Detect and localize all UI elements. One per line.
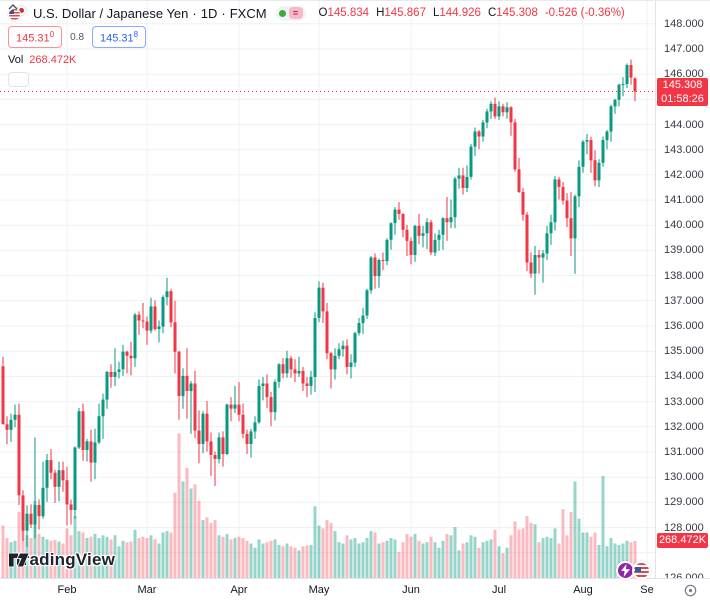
price-axis-label: 136.000 — [664, 320, 704, 332]
price-axis-label: 138.000 — [664, 269, 704, 282]
close-label: C — [487, 7, 497, 19]
price-axis-label: 143.000 — [664, 143, 704, 156]
time-axis-label: Jul — [491, 584, 507, 596]
title-separator: · — [221, 5, 226, 21]
tradingview-logo-text: TradingView — [13, 550, 116, 569]
price-axis-label: 135.000 — [664, 345, 704, 358]
price-axis-label: 133.000 — [664, 395, 704, 408]
price-axis-label: 131.000 — [664, 446, 704, 458]
time-axis-label: Aug — [573, 584, 593, 596]
high-label: H — [376, 7, 385, 19]
price-axis-label: 140.000 — [664, 219, 704, 232]
price-axis-label: 129.000 — [664, 496, 704, 509]
volume-label: Vol — [8, 54, 24, 66]
price-axis-label: 128.000 — [664, 521, 704, 534]
low-value: 144.926 — [439, 7, 481, 19]
open-value: 145.834 — [327, 7, 370, 19]
last-price-badge: 145.308 01:58:26 — [657, 77, 708, 106]
price-axis-label: 148.000 — [664, 17, 704, 30]
volume-value: 268.472K — [29, 54, 77, 66]
chevron-up-icon — [8, 4, 18, 10]
time-axis-label: Apr — [230, 584, 248, 596]
price-axis-label: 147.000 — [664, 42, 704, 55]
price-axis-label: 141.000 — [664, 194, 704, 207]
buy-ask-button[interactable]: 145.318 — [92, 25, 147, 49]
equals-badge-icon: = — [288, 7, 303, 19]
close-value: 145.308 — [496, 7, 538, 19]
open-label: O — [318, 7, 328, 19]
volume-readout: Vol 268.472K — [8, 53, 625, 67]
price-axis-label: 132.000 — [664, 420, 704, 433]
symbol-name: U.S. Dollar / Japanese Yen — [33, 5, 189, 21]
price-axis-label: 137.000 — [664, 294, 704, 307]
axis-settings-icon[interactable] — [683, 583, 698, 598]
candlestick-chart[interactable] — [0, 1, 655, 578]
time-axis-label: Jun — [402, 584, 420, 596]
bid-price-sup: 0 — [49, 29, 55, 39]
ask-price: 145.31 — [100, 32, 134, 45]
spread-value: 0.8 — [70, 31, 85, 43]
high-value: 145.867 — [384, 7, 426, 19]
time-axis-label: Mar — [137, 584, 157, 596]
price-axis-label: 142.000 — [664, 168, 704, 181]
collapse-legend-button[interactable] — [8, 4, 29, 87]
time-axis[interactable]: Feb Mar Apr May Jun Jul Aug Se — [0, 578, 710, 600]
price-pane[interactable]: U.S. Dollar / Japanese Yen · 1D · FXCM = O14… — [0, 1, 655, 578]
symbol-title[interactable]: U.S. Dollar / Japanese Yen · 1D · FXCM — [33, 6, 267, 21]
bolt-glyph-icon — [621, 564, 630, 577]
price-axis-label: 146.000 — [664, 68, 704, 81]
us-flag-icon — [8, 8, 21, 21]
time-axis-label: May — [308, 584, 330, 596]
price-axis-label: 139.000 — [664, 244, 704, 257]
change-value: -0.526 (-0.36%) — [544, 7, 625, 19]
interval-label: 1D — [200, 5, 218, 21]
ask-price-sup: 8 — [133, 29, 139, 39]
price-axis-label: 144.000 — [664, 118, 704, 131]
bid-price: 145.31 — [16, 32, 50, 45]
exchange-label: FXCM — [229, 5, 267, 21]
usdjpy-flag-icon — [8, 5, 27, 21]
us-flag-circle-icon[interactable] — [632, 561, 651, 580]
tradingview-logo-icon — [8, 552, 30, 568]
time-axis-label: Feb — [57, 584, 77, 596]
low-label: L — [432, 7, 440, 19]
sell-bid-button[interactable]: 145.310 — [8, 25, 63, 49]
time-axis-label: Se — [640, 584, 654, 596]
ohlc-readout: O145.834 H145.867 L144.926 C145.308 -0.5… — [319, 7, 625, 19]
price-axis-label: 130.000 — [664, 471, 704, 484]
price-axis[interactable]: 145.308 01:58:26 268.472K 148.000 147.000… — [655, 1, 710, 600]
chart-legend: U.S. Dollar / Japanese Yen · 1D · FXCM = O14… — [8, 4, 625, 87]
market-open-dot-icon — [278, 9, 286, 17]
bar-countdown: 01:58:26 — [661, 92, 704, 105]
title-separator: · — [192, 5, 197, 21]
last-volume-badge: 268.472K — [657, 533, 708, 548]
market-status-pill[interactable]: = — [275, 5, 306, 21]
price-axis-label: 134.000 — [664, 370, 704, 383]
tradingview-watermark[interactable]: TradingView — [8, 550, 115, 570]
last-volume-value: 268.472K — [658, 534, 707, 546]
last-price-value: 145.308 — [662, 78, 703, 91]
